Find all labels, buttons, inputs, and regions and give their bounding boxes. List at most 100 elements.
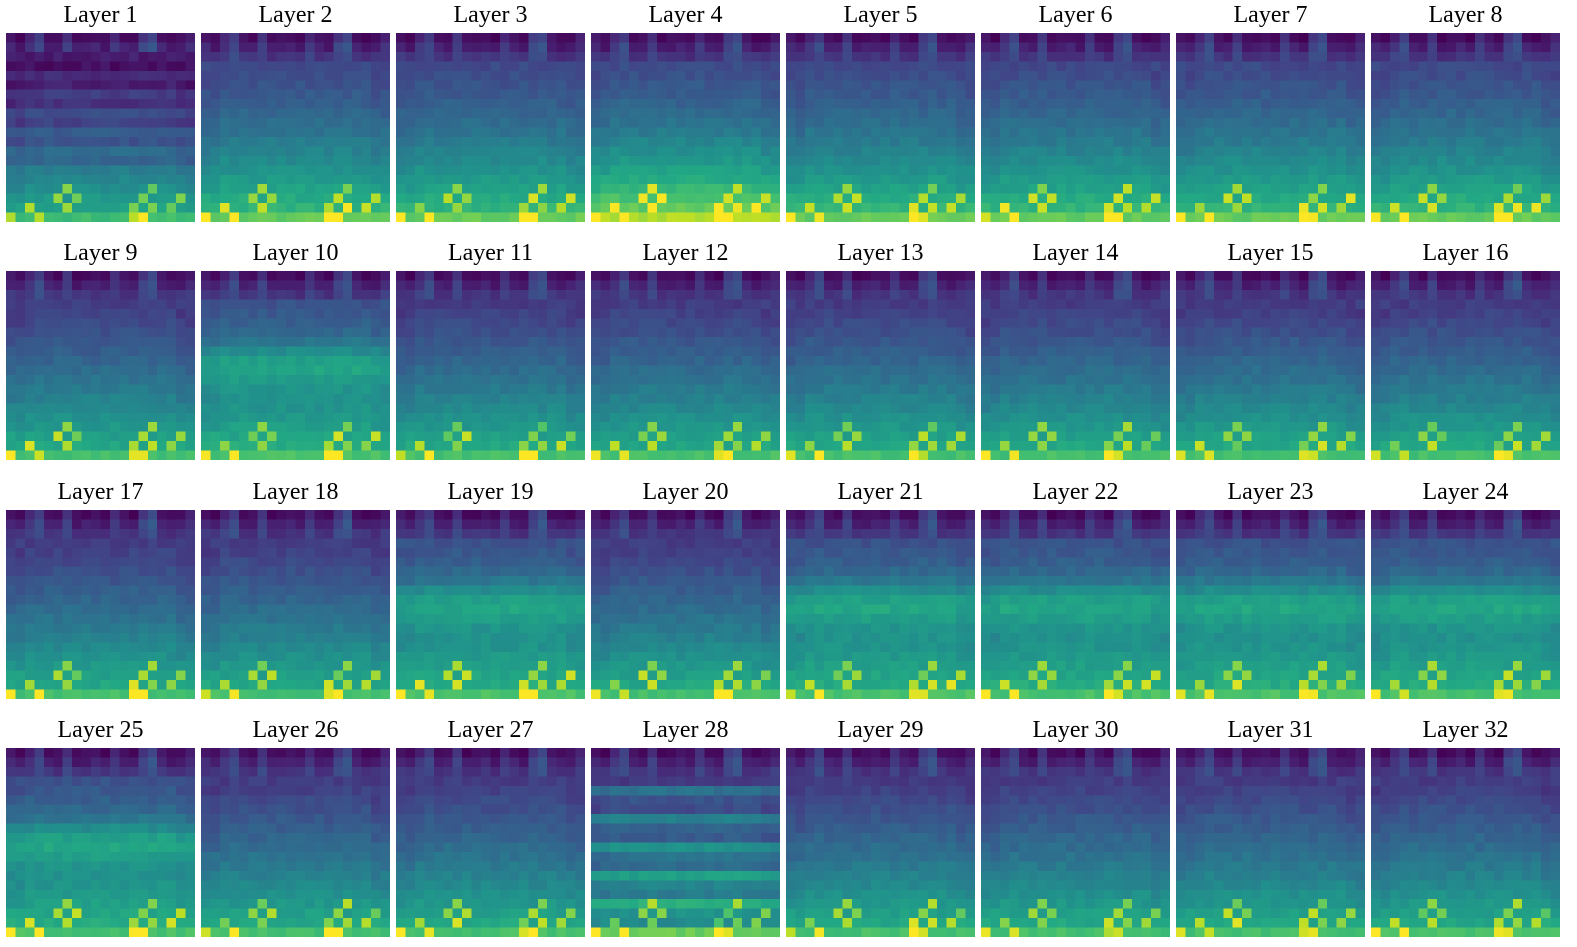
heatmap-cell — [1103, 118, 1114, 128]
heatmap-cell — [1213, 146, 1224, 157]
heatmap-cell — [575, 299, 585, 310]
heatmap-cell — [918, 80, 929, 91]
heatmap-cell — [1474, 99, 1485, 109]
heatmap-cell — [823, 184, 834, 195]
heatmap-cell — [956, 89, 966, 100]
heatmap-cell — [371, 99, 381, 109]
heatmap-cell — [600, 89, 611, 100]
heatmap-cell — [990, 127, 1001, 138]
heatmap-cell — [795, 327, 806, 338]
heatmap-cell — [1279, 136, 1290, 147]
heatmap-cell — [157, 299, 168, 310]
heatmap-cell — [861, 271, 872, 281]
heatmap-cell — [371, 299, 381, 310]
heatmap-cell — [1261, 33, 1271, 43]
heatmap-cell — [333, 33, 344, 43]
heatmap-cell — [685, 203, 696, 213]
heatmap-cell — [1084, 165, 1095, 176]
heatmap-cell — [138, 108, 149, 119]
heatmap-cell — [176, 203, 186, 213]
heatmap-cell — [937, 155, 948, 166]
heatmap-cell — [609, 299, 620, 310]
heatmap-cell — [823, 165, 834, 176]
heatmap-cell — [1113, 33, 1124, 43]
panel-title: Layer 8 — [1428, 2, 1503, 28]
heatmap-cell — [676, 184, 686, 195]
heatmap-cell — [1327, 203, 1338, 213]
heatmap-cell — [72, 384, 82, 395]
heatmap-cell — [647, 346, 658, 357]
heatmap-cell — [490, 412, 501, 423]
heatmap-cell — [1151, 184, 1161, 195]
heatmap-cell — [380, 393, 390, 404]
heatmap-cell — [1122, 127, 1133, 138]
heatmap-cell — [471, 271, 482, 281]
heatmap-cell — [509, 393, 520, 404]
heatmap-cell — [786, 127, 796, 138]
heatmap-cell — [1380, 80, 1391, 91]
heatmap-cell — [704, 108, 715, 119]
heatmap-cell — [638, 127, 649, 138]
heatmap-cell — [509, 155, 520, 166]
heatmap-cell — [1185, 89, 1196, 100]
heatmap-cell — [1355, 136, 1365, 147]
heatmap-cell — [751, 412, 762, 423]
heatmap-cell — [109, 441, 120, 451]
heatmap-cell — [424, 356, 435, 366]
heatmap-cell — [713, 327, 724, 338]
heatmap-cell — [267, 184, 277, 195]
heatmap-cell — [43, 99, 54, 109]
heatmap-cell — [657, 450, 667, 460]
heatmap-cell — [119, 33, 130, 43]
heatmap-cell — [248, 108, 259, 119]
heatmap-cell — [1009, 33, 1020, 43]
heatmap-cell — [499, 289, 510, 300]
heatmap-cell — [1474, 193, 1485, 204]
heatmap-cell — [6, 337, 16, 347]
heatmap-cell — [956, 42, 966, 53]
heatmap-cell — [257, 280, 268, 291]
heatmap-cell — [24, 33, 35, 43]
heatmap-cell — [304, 203, 315, 213]
heatmap-cell — [1355, 99, 1365, 109]
heatmap-cell — [257, 346, 268, 357]
heatmap-cell — [248, 450, 259, 460]
heatmap-cell — [566, 118, 576, 128]
heatmap-cell — [647, 193, 658, 204]
heatmap-cell — [628, 118, 639, 128]
heatmap-cell — [946, 184, 957, 195]
heatmap-cell — [219, 280, 230, 291]
heatmap-cell — [333, 441, 344, 451]
heatmap-cell — [314, 61, 325, 72]
heatmap-cell — [842, 327, 853, 338]
heatmap-cell — [1094, 51, 1105, 62]
heatmap-cell — [201, 393, 211, 404]
heatmap-cell — [100, 80, 111, 91]
heatmap-cell — [91, 422, 101, 433]
heatmap-cell — [452, 33, 463, 43]
heatmap-cell — [528, 212, 539, 222]
heatmap-cell — [62, 42, 73, 53]
heatmap-cell — [742, 337, 753, 347]
heatmap-cell — [600, 356, 611, 366]
heatmap-cell — [833, 308, 844, 319]
heatmap-cell — [238, 337, 249, 347]
heatmap-cell — [24, 42, 35, 53]
heatmap-cell — [1141, 212, 1152, 222]
heatmap-cell — [657, 80, 667, 91]
heatmap-cell — [1336, 61, 1347, 72]
heatmap-cell — [694, 51, 705, 62]
heatmap-cell — [666, 108, 677, 119]
heatmap-cell — [1194, 70, 1205, 81]
heatmap-cell — [53, 184, 64, 195]
heatmap-cell — [286, 212, 296, 222]
heatmap-cell — [499, 403, 510, 414]
heatmap-cell — [1474, 127, 1485, 138]
heatmap-cell — [628, 89, 639, 100]
heatmap-cell — [443, 384, 454, 395]
heatmap-cell — [295, 346, 306, 357]
heatmap-cell — [1289, 70, 1300, 81]
heatmap-cell — [481, 174, 491, 185]
heatmap-cell — [490, 365, 501, 376]
heatmap-cell — [965, 33, 975, 43]
